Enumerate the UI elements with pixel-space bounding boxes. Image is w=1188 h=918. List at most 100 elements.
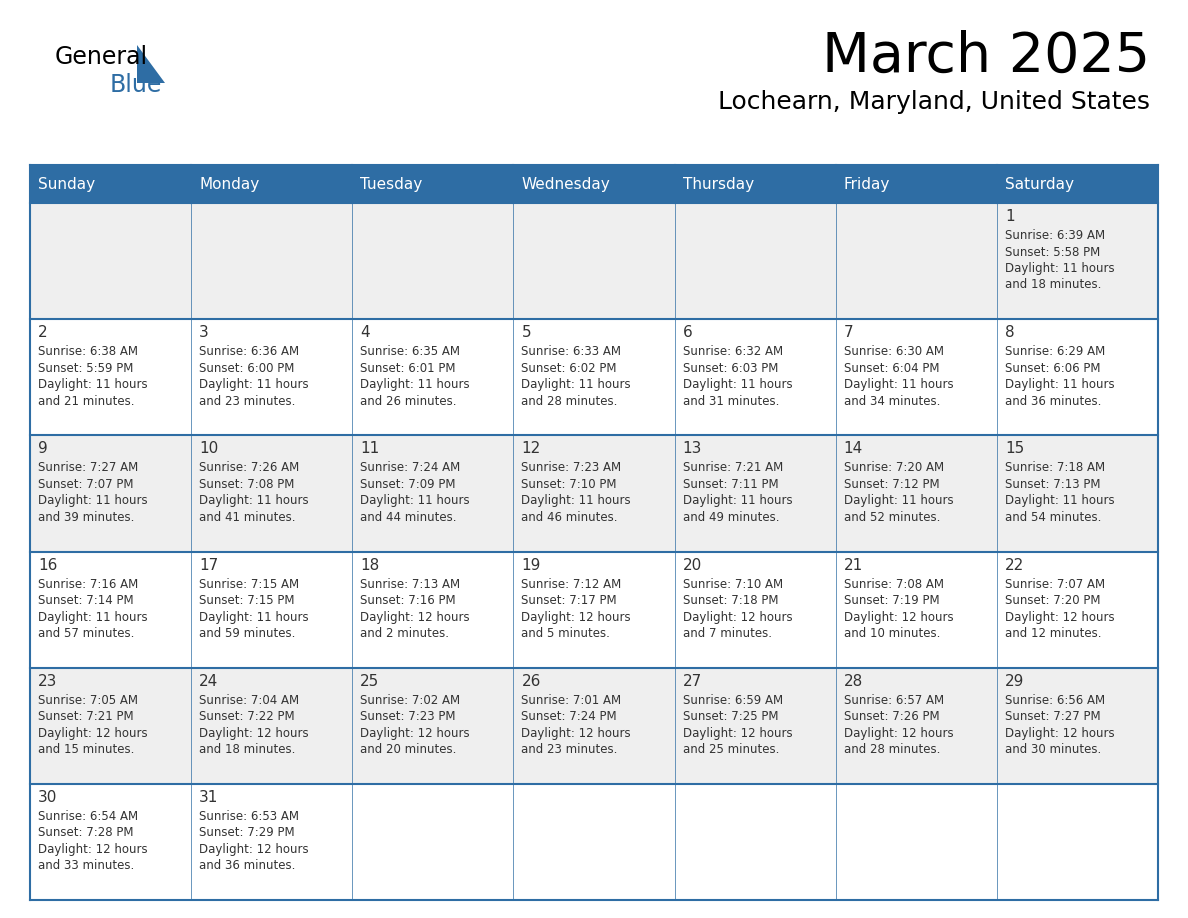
Text: Sunset: 7:17 PM: Sunset: 7:17 PM: [522, 594, 617, 607]
Text: Daylight: 11 hours: Daylight: 11 hours: [200, 494, 309, 508]
Bar: [353, 319, 513, 435]
Text: Sunrise: 6:38 AM: Sunrise: 6:38 AM: [38, 345, 138, 358]
Text: 3: 3: [200, 325, 209, 341]
Text: and 12 minutes.: and 12 minutes.: [1005, 627, 1101, 640]
Bar: [191, 667, 353, 784]
Bar: [513, 435, 675, 552]
Text: Sunset: 7:18 PM: Sunset: 7:18 PM: [683, 594, 778, 607]
Text: Sunrise: 6:57 AM: Sunrise: 6:57 AM: [843, 694, 943, 707]
Text: 13: 13: [683, 442, 702, 456]
Text: and 18 minutes.: and 18 minutes.: [200, 744, 296, 756]
Text: and 7 minutes.: and 7 minutes.: [683, 627, 771, 640]
Text: Sunrise: 6:39 AM: Sunrise: 6:39 AM: [1005, 229, 1105, 242]
Text: Daylight: 12 hours: Daylight: 12 hours: [683, 727, 792, 740]
Text: 10: 10: [200, 442, 219, 456]
Text: Sunrise: 7:26 AM: Sunrise: 7:26 AM: [200, 462, 299, 475]
Text: and 23 minutes.: and 23 minutes.: [200, 395, 296, 408]
Text: Sunset: 7:12 PM: Sunset: 7:12 PM: [843, 478, 940, 491]
Bar: [191, 784, 353, 900]
Bar: [353, 784, 513, 900]
Text: Sunset: 7:22 PM: Sunset: 7:22 PM: [200, 711, 295, 723]
Text: Sunrise: 7:27 AM: Sunrise: 7:27 AM: [38, 462, 138, 475]
Bar: [513, 667, 675, 784]
Bar: [675, 319, 835, 435]
Text: 24: 24: [200, 674, 219, 688]
Text: Sunrise: 7:10 AM: Sunrise: 7:10 AM: [683, 577, 783, 590]
Text: Daylight: 11 hours: Daylight: 11 hours: [200, 378, 309, 391]
Text: Sunset: 7:16 PM: Sunset: 7:16 PM: [360, 594, 456, 607]
Text: and 57 minutes.: and 57 minutes.: [38, 627, 134, 640]
Text: Sunset: 6:06 PM: Sunset: 6:06 PM: [1005, 362, 1100, 375]
Text: and 18 minutes.: and 18 minutes.: [1005, 278, 1101, 292]
Text: Daylight: 11 hours: Daylight: 11 hours: [843, 378, 953, 391]
Text: Daylight: 12 hours: Daylight: 12 hours: [200, 727, 309, 740]
Text: Daylight: 12 hours: Daylight: 12 hours: [1005, 610, 1114, 623]
Bar: [30, 667, 191, 784]
Bar: [191, 319, 353, 435]
Text: Sunrise: 7:21 AM: Sunrise: 7:21 AM: [683, 462, 783, 475]
Text: Daylight: 11 hours: Daylight: 11 hours: [522, 378, 631, 391]
Text: Daylight: 11 hours: Daylight: 11 hours: [683, 378, 792, 391]
Text: Sunset: 7:29 PM: Sunset: 7:29 PM: [200, 826, 295, 839]
Text: Sunrise: 6:53 AM: Sunrise: 6:53 AM: [200, 810, 299, 823]
Text: and 23 minutes.: and 23 minutes.: [522, 744, 618, 756]
Text: Daylight: 11 hours: Daylight: 11 hours: [38, 494, 147, 508]
Text: Daylight: 11 hours: Daylight: 11 hours: [200, 610, 309, 623]
Text: Sunrise: 7:13 AM: Sunrise: 7:13 AM: [360, 577, 461, 590]
Text: Sunset: 7:14 PM: Sunset: 7:14 PM: [38, 594, 133, 607]
Text: and 20 minutes.: and 20 minutes.: [360, 744, 456, 756]
Text: Daylight: 11 hours: Daylight: 11 hours: [843, 494, 953, 508]
Text: Sunset: 7:24 PM: Sunset: 7:24 PM: [522, 711, 617, 723]
Text: 28: 28: [843, 674, 862, 688]
Text: Daylight: 12 hours: Daylight: 12 hours: [200, 843, 309, 856]
Bar: [835, 552, 997, 667]
Text: Sunset: 6:04 PM: Sunset: 6:04 PM: [843, 362, 940, 375]
Bar: [513, 552, 675, 667]
Text: 8: 8: [1005, 325, 1015, 341]
Text: 11: 11: [360, 442, 379, 456]
Bar: [835, 165, 997, 203]
Text: Sunrise: 7:02 AM: Sunrise: 7:02 AM: [360, 694, 461, 707]
Text: 27: 27: [683, 674, 702, 688]
Text: Sunset: 6:01 PM: Sunset: 6:01 PM: [360, 362, 456, 375]
Text: Daylight: 12 hours: Daylight: 12 hours: [360, 610, 470, 623]
Text: Sunset: 7:11 PM: Sunset: 7:11 PM: [683, 478, 778, 491]
Text: Sunset: 6:00 PM: Sunset: 6:00 PM: [200, 362, 295, 375]
Text: and 59 minutes.: and 59 minutes.: [200, 627, 296, 640]
Text: and 36 minutes.: and 36 minutes.: [1005, 395, 1101, 408]
Text: Sunrise: 7:04 AM: Sunrise: 7:04 AM: [200, 694, 299, 707]
Text: Daylight: 11 hours: Daylight: 11 hours: [360, 494, 470, 508]
Text: Sunset: 5:59 PM: Sunset: 5:59 PM: [38, 362, 133, 375]
Text: Sunset: 7:13 PM: Sunset: 7:13 PM: [1005, 478, 1100, 491]
Bar: [353, 203, 513, 319]
Text: Sunrise: 7:08 AM: Sunrise: 7:08 AM: [843, 577, 943, 590]
Bar: [513, 319, 675, 435]
Text: Sunrise: 7:12 AM: Sunrise: 7:12 AM: [522, 577, 621, 590]
Bar: [835, 319, 997, 435]
Text: Sunrise: 7:07 AM: Sunrise: 7:07 AM: [1005, 577, 1105, 590]
Text: Sunset: 7:07 PM: Sunset: 7:07 PM: [38, 478, 133, 491]
Text: Sunrise: 6:32 AM: Sunrise: 6:32 AM: [683, 345, 783, 358]
Text: and 15 minutes.: and 15 minutes.: [38, 744, 134, 756]
Text: and 54 minutes.: and 54 minutes.: [1005, 510, 1101, 524]
Text: Sunset: 7:23 PM: Sunset: 7:23 PM: [360, 711, 456, 723]
Text: 26: 26: [522, 674, 541, 688]
Bar: [191, 203, 353, 319]
Text: Sunset: 7:28 PM: Sunset: 7:28 PM: [38, 826, 133, 839]
Bar: [30, 165, 191, 203]
Bar: [675, 203, 835, 319]
Text: Sunrise: 6:35 AM: Sunrise: 6:35 AM: [360, 345, 460, 358]
Bar: [191, 165, 353, 203]
Text: and 46 minutes.: and 46 minutes.: [522, 510, 618, 524]
Text: and 21 minutes.: and 21 minutes.: [38, 395, 134, 408]
Bar: [513, 165, 675, 203]
Bar: [513, 784, 675, 900]
Polygon shape: [137, 45, 165, 83]
Text: and 31 minutes.: and 31 minutes.: [683, 395, 779, 408]
Text: 6: 6: [683, 325, 693, 341]
Text: 16: 16: [38, 557, 57, 573]
Text: Daylight: 12 hours: Daylight: 12 hours: [522, 610, 631, 623]
Bar: [30, 435, 191, 552]
Bar: [191, 435, 353, 552]
Text: Sunset: 7:21 PM: Sunset: 7:21 PM: [38, 711, 133, 723]
